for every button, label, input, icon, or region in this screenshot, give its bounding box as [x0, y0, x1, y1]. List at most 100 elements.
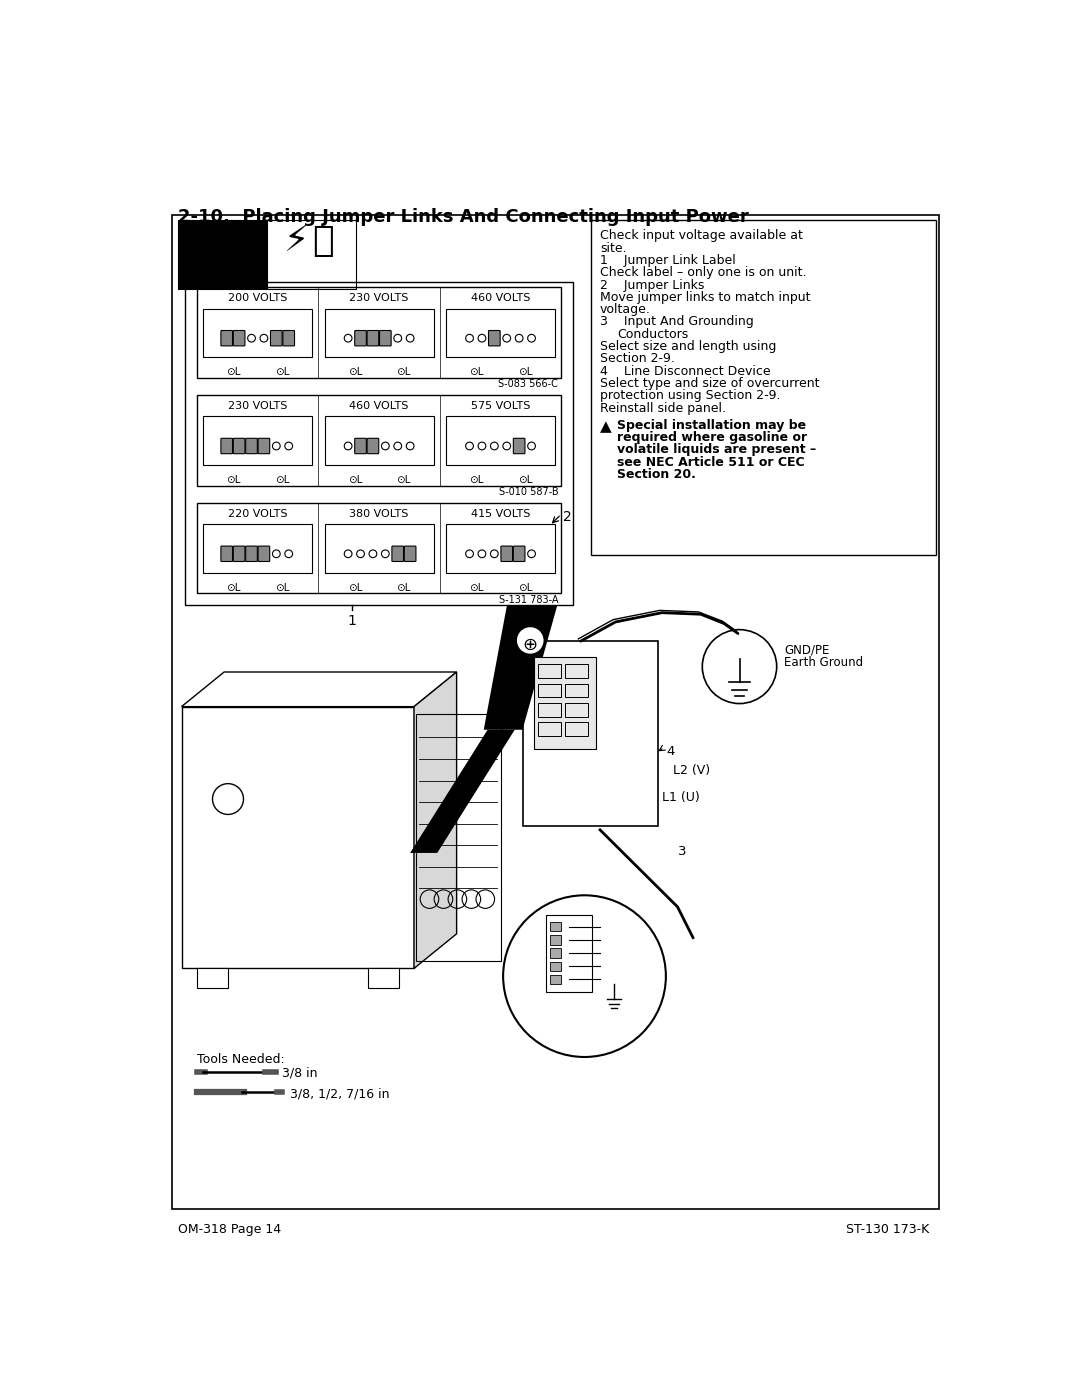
- Circle shape: [260, 334, 268, 342]
- Polygon shape: [184, 1126, 262, 1185]
- Circle shape: [381, 550, 389, 557]
- Text: voltage.: voltage.: [600, 303, 651, 316]
- Text: ⊙L: ⊙L: [226, 367, 241, 377]
- Bar: [565, 703, 589, 717]
- Text: ⊙L: ⊙L: [226, 475, 241, 485]
- Text: ⊙L: ⊙L: [274, 475, 289, 485]
- Text: 2: 2: [563, 510, 571, 524]
- Circle shape: [465, 441, 473, 450]
- Circle shape: [528, 441, 536, 450]
- Bar: [538, 703, 562, 717]
- Polygon shape: [410, 729, 515, 854]
- Text: Move jumper links to match input: Move jumper links to match input: [600, 291, 810, 303]
- Bar: [325, 416, 434, 465]
- Bar: [446, 524, 555, 573]
- Text: ⊙L: ⊙L: [469, 367, 484, 377]
- FancyBboxPatch shape: [513, 546, 525, 562]
- Bar: [416, 714, 501, 961]
- Circle shape: [285, 441, 293, 450]
- Circle shape: [394, 334, 402, 342]
- Bar: [550, 975, 562, 983]
- Bar: [203, 309, 312, 358]
- Text: protection using Section 2-9.: protection using Section 2-9.: [600, 390, 781, 402]
- Text: !: !: [212, 239, 230, 277]
- Circle shape: [345, 550, 352, 557]
- Circle shape: [702, 630, 777, 704]
- Text: ST-130 173-K: ST-130 173-K: [846, 1222, 930, 1235]
- Circle shape: [528, 334, 536, 342]
- Text: 1: 1: [348, 615, 356, 629]
- Text: Special installation may be: Special installation may be: [617, 419, 806, 432]
- Text: Section 2-9.: Section 2-9.: [600, 352, 675, 366]
- FancyBboxPatch shape: [354, 439, 366, 454]
- Text: ⊙L: ⊙L: [396, 475, 410, 485]
- Circle shape: [345, 334, 352, 342]
- Text: volatile liquids are present –: volatile liquids are present –: [617, 443, 816, 457]
- Text: 2-10.  Placing Jumper Links And Connecting Input Power: 2-10. Placing Jumper Links And Connectin…: [177, 208, 748, 226]
- Bar: [591, 219, 935, 555]
- Bar: [538, 665, 562, 678]
- Circle shape: [345, 441, 352, 450]
- FancyBboxPatch shape: [233, 331, 245, 346]
- Text: ⊙L: ⊙L: [348, 475, 362, 485]
- Text: Section 20.: Section 20.: [617, 468, 696, 481]
- Bar: [550, 961, 562, 971]
- Text: site.: site.: [600, 242, 626, 254]
- Circle shape: [394, 441, 402, 450]
- Circle shape: [503, 895, 666, 1058]
- FancyBboxPatch shape: [221, 331, 232, 346]
- Polygon shape: [414, 672, 457, 968]
- Text: 460 VOLTS: 460 VOLTS: [471, 293, 530, 303]
- Bar: [545, 915, 592, 992]
- Bar: [197, 395, 562, 486]
- Text: 4    Line Disconnect Device: 4 Line Disconnect Device: [600, 365, 771, 377]
- FancyBboxPatch shape: [221, 546, 232, 562]
- Polygon shape: [197, 968, 228, 988]
- Text: S-083 566-C: S-083 566-C: [498, 380, 558, 390]
- Text: 1    Jumper Link Label: 1 Jumper Link Label: [600, 254, 735, 267]
- Circle shape: [272, 550, 280, 557]
- Text: ⊙L: ⊙L: [274, 367, 289, 377]
- Bar: [181, 707, 414, 968]
- Text: 3    Input And Grounding: 3 Input And Grounding: [600, 316, 754, 328]
- FancyBboxPatch shape: [221, 439, 232, 454]
- Circle shape: [356, 550, 364, 557]
- Text: S-010 587-B: S-010 587-B: [499, 488, 558, 497]
- Circle shape: [465, 334, 473, 342]
- Bar: [565, 683, 589, 697]
- Text: S-131 783-A: S-131 783-A: [499, 595, 558, 605]
- FancyBboxPatch shape: [367, 439, 379, 454]
- FancyBboxPatch shape: [488, 331, 500, 346]
- Circle shape: [503, 441, 511, 450]
- Text: Check input voltage available at: Check input voltage available at: [600, 229, 802, 242]
- Text: 230 VOLTS: 230 VOLTS: [350, 293, 409, 303]
- Circle shape: [478, 550, 486, 557]
- Circle shape: [247, 334, 255, 342]
- Circle shape: [465, 550, 473, 557]
- FancyBboxPatch shape: [379, 331, 391, 346]
- Bar: [177, 219, 267, 289]
- Circle shape: [503, 334, 511, 342]
- Bar: [197, 503, 562, 594]
- FancyBboxPatch shape: [233, 546, 245, 562]
- Bar: [446, 309, 555, 358]
- FancyBboxPatch shape: [367, 331, 379, 346]
- FancyBboxPatch shape: [270, 331, 282, 346]
- Text: ⊙L: ⊙L: [469, 583, 484, 592]
- Text: 2    Jumper Links: 2 Jumper Links: [600, 278, 704, 292]
- Bar: [565, 722, 589, 736]
- Text: ⊙L: ⊙L: [517, 367, 532, 377]
- Text: 460 VOLTS: 460 VOLTS: [350, 401, 409, 411]
- Text: OM-318 Page 14: OM-318 Page 14: [177, 1222, 281, 1235]
- Circle shape: [406, 441, 414, 450]
- Text: 220 VOLTS: 220 VOLTS: [228, 509, 287, 518]
- Bar: [538, 722, 562, 736]
- Bar: [203, 524, 312, 573]
- Circle shape: [490, 550, 498, 557]
- FancyBboxPatch shape: [354, 331, 366, 346]
- Circle shape: [516, 627, 544, 654]
- Text: ▲: ▲: [600, 419, 611, 433]
- Text: ⊕: ⊕: [523, 636, 538, 654]
- Text: ⊙L: ⊙L: [517, 475, 532, 485]
- FancyBboxPatch shape: [245, 439, 257, 454]
